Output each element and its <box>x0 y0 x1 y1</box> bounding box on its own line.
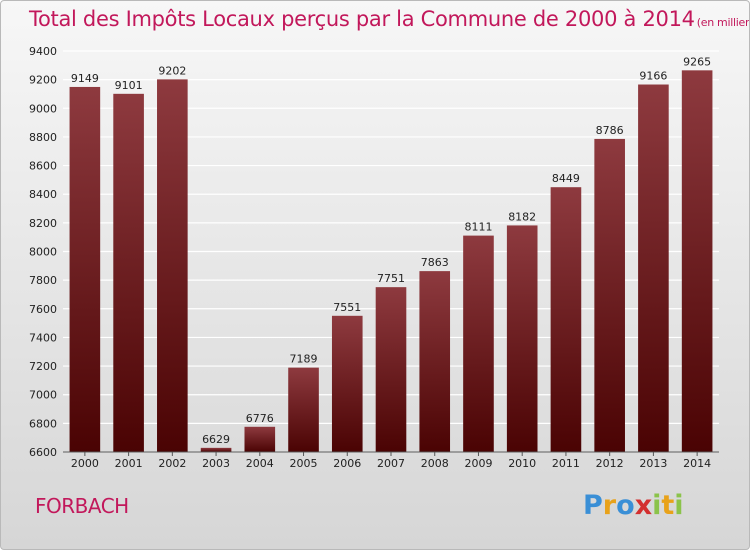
value-label-2004: 6776 <box>246 412 274 425</box>
x-tick-label-2006: 2006 <box>333 457 361 470</box>
x-tick-label-2004: 2004 <box>246 457 274 470</box>
bar-2003 <box>200 447 232 452</box>
chart-title-text: Total des Impôts Locaux perçus par la Co… <box>29 7 695 31</box>
value-label-2009: 8111 <box>464 221 492 234</box>
y-tick-label: 8800 <box>29 131 57 144</box>
y-tick-label: 8600 <box>29 160 57 173</box>
y-tick-label: 8400 <box>29 188 57 201</box>
bar-2014 <box>681 70 713 453</box>
y-tick-label: 7200 <box>29 360 57 373</box>
bar-2002 <box>157 79 188 452</box>
x-tick-label-2005: 2005 <box>290 457 318 470</box>
x-tick-label-2010: 2010 <box>508 457 536 470</box>
y-tick-label: 7000 <box>29 389 57 402</box>
x-tick-label-2001: 2001 <box>115 457 143 470</box>
chart-unit: (en milliers d'€) <box>696 16 750 29</box>
x-tick-label-2013: 2013 <box>639 457 667 470</box>
logo-letter: i <box>674 490 684 521</box>
y-tick-label: 8200 <box>29 217 57 230</box>
bar-2005 <box>288 367 319 452</box>
bar-2009 <box>463 235 494 452</box>
bar-2006 <box>331 315 363 452</box>
logo-letter: r <box>602 490 617 521</box>
y-tick-label: 6800 <box>29 417 57 430</box>
value-labels: 9149 9101 9202 6629 6776 7189 7551 7751 7863 8111… <box>71 55 711 446</box>
commune-name: FORBACH <box>35 494 129 518</box>
y-tick-label: 9400 <box>29 45 57 58</box>
value-label-2007: 7751 <box>377 272 405 285</box>
value-label-2013: 9166 <box>639 70 667 83</box>
chart-title: Total des Impôts Locaux perçus par la Co… <box>29 7 750 31</box>
logo-letter: i <box>652 490 662 521</box>
value-label-2008: 7863 <box>421 256 449 269</box>
bar-2013 <box>638 84 669 452</box>
value-label-2005: 7189 <box>290 353 318 366</box>
x-tick-label-2002: 2002 <box>158 457 186 470</box>
logo-letter: o <box>616 490 635 521</box>
bar-2011 <box>550 187 582 453</box>
logo-letter: P <box>583 490 603 521</box>
x-tick-label-2000: 2000 <box>71 457 99 470</box>
y-tick-label: 8000 <box>29 246 57 259</box>
bar-2007 <box>375 287 407 452</box>
y-axis: 6600 6800 7000 7200 7400 7600 7800 8000 8200 8400… <box>29 45 57 459</box>
bar-2000 <box>69 86 101 453</box>
value-label-2002: 9202 <box>158 64 186 77</box>
value-label-2014: 9265 <box>683 55 711 68</box>
y-tick-label: 7600 <box>29 303 57 316</box>
logo-letter: t <box>661 490 675 521</box>
x-tick-label-2014: 2014 <box>683 457 711 470</box>
bar-2004 <box>244 426 276 452</box>
x-tick-label-2008: 2008 <box>421 457 449 470</box>
y-tick-label: 7800 <box>29 274 57 287</box>
bar-2012 <box>594 138 625 452</box>
logo-letter: x <box>634 490 653 521</box>
x-tick-label-2009: 2009 <box>464 457 492 470</box>
value-label-2000: 9149 <box>71 72 99 85</box>
bar-2008 <box>419 271 451 452</box>
x-tick-label-2011: 2011 <box>552 457 580 470</box>
x-tick-label-2012: 2012 <box>596 457 624 470</box>
bar-2001 <box>113 93 144 452</box>
bars <box>69 70 713 453</box>
x-tick-label-2003: 2003 <box>202 457 230 470</box>
y-tick-label: 9000 <box>29 102 57 115</box>
y-tick-label: 6600 <box>29 446 57 459</box>
y-tick-label: 7400 <box>29 331 57 344</box>
value-label-2012: 8786 <box>596 124 624 137</box>
x-axis: 2000 2001 2002 2003 2004 2005 2006 2007 2008 2009… <box>63 451 719 470</box>
value-label-2003: 6629 <box>202 433 230 446</box>
x-tick-label-2007: 2007 <box>377 457 405 470</box>
proxiti-logo: Proxiti <box>583 490 684 521</box>
value-label-2010: 8182 <box>508 210 536 223</box>
value-label-2006: 7551 <box>333 301 361 314</box>
value-label-2001: 9101 <box>115 79 143 92</box>
bar-2010 <box>506 225 538 452</box>
value-label-2011: 8449 <box>552 172 580 185</box>
y-tick-label: 9200 <box>29 74 57 87</box>
